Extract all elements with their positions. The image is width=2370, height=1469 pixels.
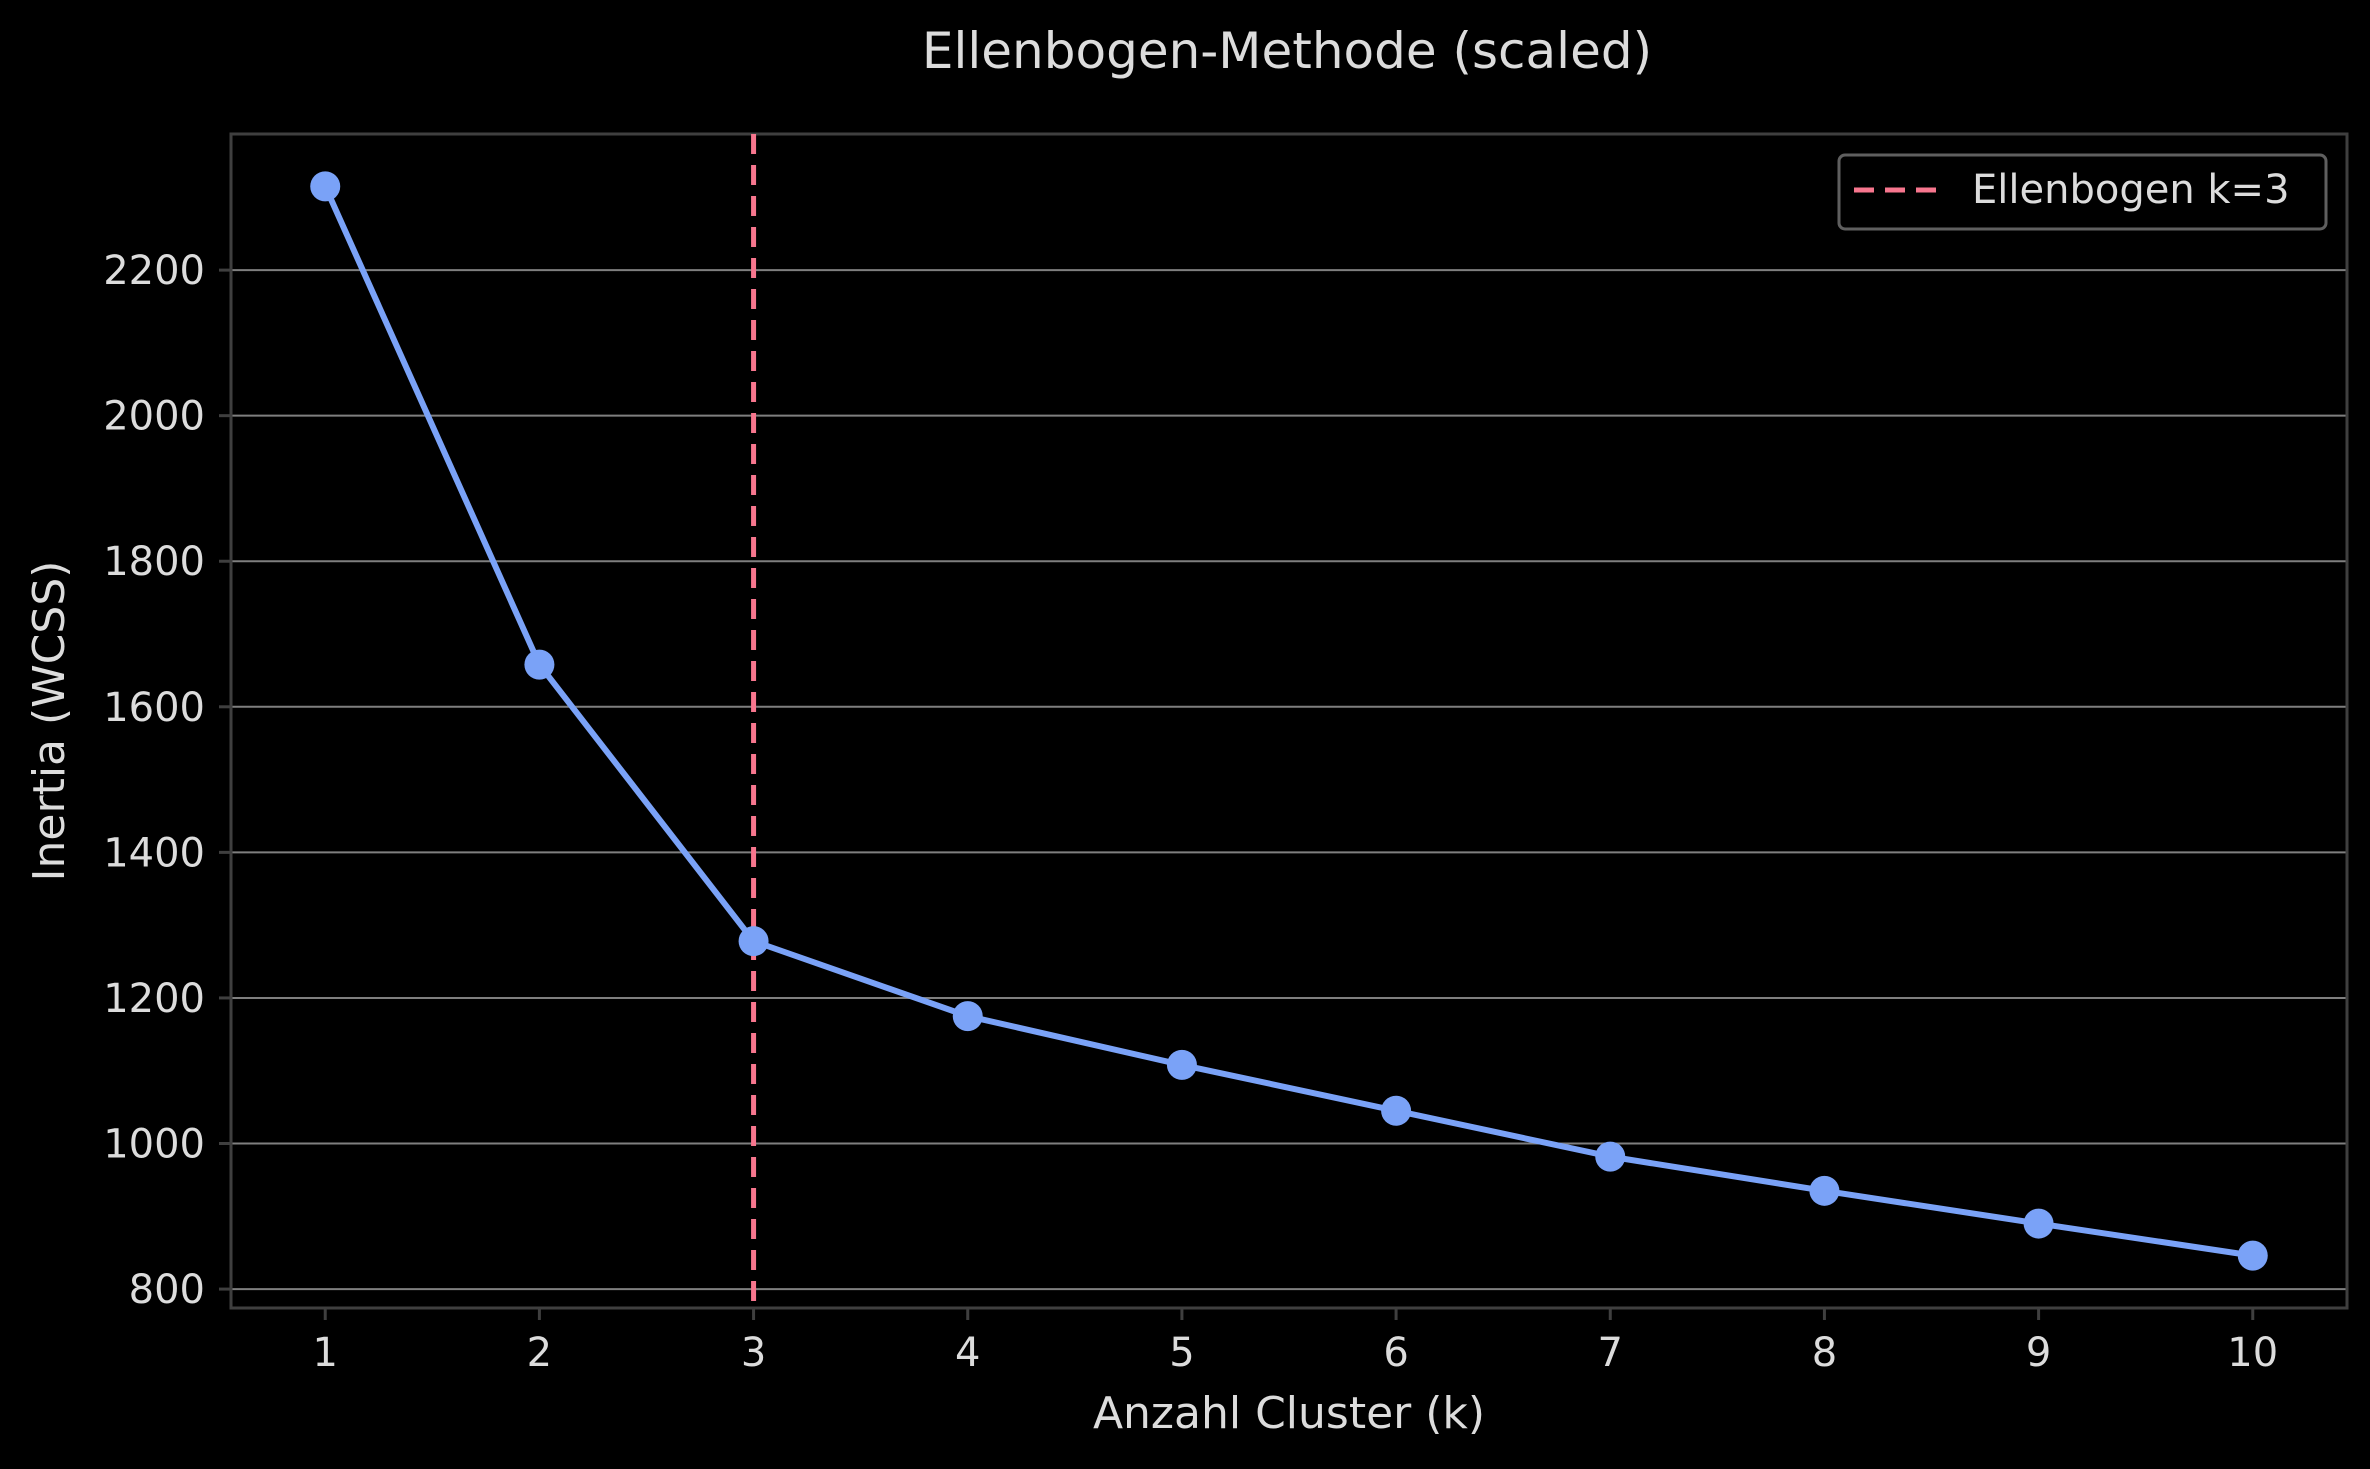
plot-frame	[229, 132, 2349, 1310]
x-tick-label-10: 10	[2227, 1330, 2278, 1376]
x-tick-label-1: 1	[313, 1330, 338, 1376]
x-tick-label-8: 8	[1812, 1330, 1837, 1376]
data-point-k7	[1595, 1141, 1626, 1172]
inertia-series-line	[322, 185, 2254, 1259]
x-tick-label-3: 3	[741, 1330, 766, 1376]
legend-elbow-label: Ellenbogen k=3	[1972, 167, 2290, 213]
data-point-k9	[2023, 1208, 2054, 1239]
data-point-k1	[310, 171, 341, 202]
data-point-k8	[1809, 1175, 1840, 1206]
chart-title: Ellenbogen-Methode (scaled)	[922, 22, 1652, 80]
y-tick-label-1800: 1800	[103, 539, 205, 585]
x-tick-label-9: 9	[2026, 1330, 2051, 1376]
x-axis-title: Anzahl Cluster (k)	[1093, 1388, 1485, 1439]
y-tick-label-2200: 2200	[103, 248, 205, 294]
grid-lines	[231, 269, 2347, 1291]
legend-box	[1837, 153, 2328, 231]
y-tick-label-1400: 1400	[103, 830, 205, 876]
y-tick-label-1600: 1600	[103, 685, 205, 731]
x-tick-label-2: 2	[527, 1330, 552, 1376]
inertia-series-points	[310, 171, 2268, 1271]
y-tick-label-800: 800	[129, 1267, 205, 1313]
data-point-k6	[1381, 1095, 1412, 1126]
data-point-k4	[952, 1001, 983, 1032]
x-tick-label-7: 7	[1598, 1330, 1623, 1376]
legend: Ellenbogen k=3	[1837, 153, 2328, 231]
y-tick-label-2000: 2000	[103, 394, 205, 440]
x-tick-label-4: 4	[955, 1330, 980, 1376]
y-axis-ticks: 800 1000 1200 1400 1600 1800 2000 2200	[103, 248, 231, 1313]
data-point-k3	[738, 926, 769, 957]
y-tick-label-1200: 1200	[103, 976, 205, 1022]
x-axis-ticks: 1 2 3 4 5 6 7 8 9 10	[313, 1308, 2278, 1376]
x-tick-label-6: 6	[1383, 1330, 1408, 1376]
x-tick-label-5: 5	[1169, 1330, 1194, 1376]
data-point-k5	[1166, 1049, 1197, 1080]
y-axis-title: Inertia (WCSS)	[24, 561, 75, 882]
y-tick-label-1000: 1000	[103, 1122, 205, 1168]
data-point-k2	[524, 649, 555, 680]
data-point-k10	[2237, 1240, 2268, 1271]
